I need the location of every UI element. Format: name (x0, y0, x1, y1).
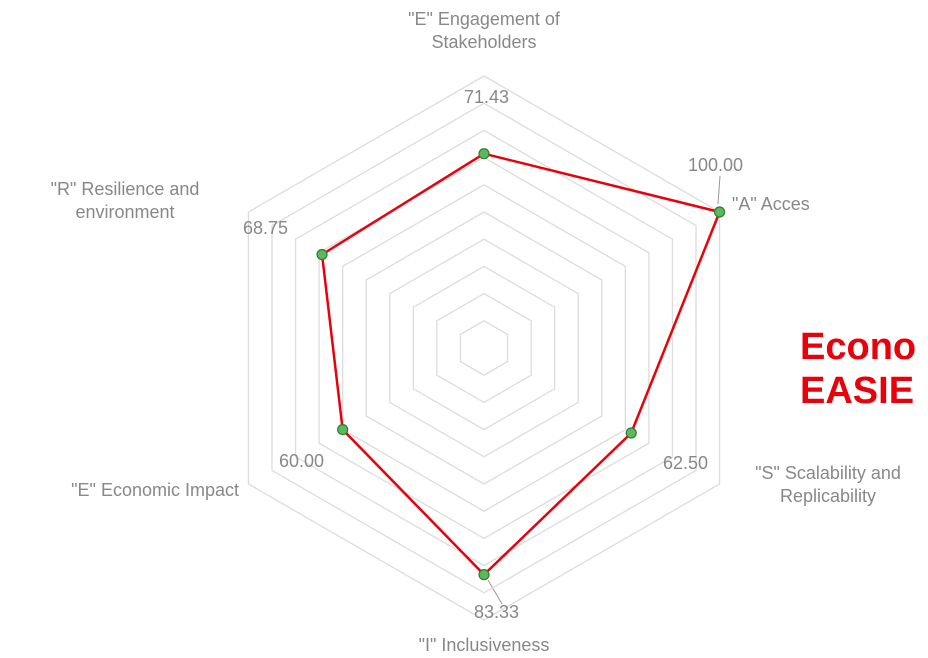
axis-label: "R" Resilience and environment (50, 179, 200, 222)
axis-label: "I" Inclusiveness (418, 635, 550, 655)
axis-label: "S" Scalability and Replicability (755, 463, 901, 506)
data-point (478, 148, 490, 160)
chart-title: Econo (800, 326, 917, 368)
chart-title: EASIE (800, 370, 915, 412)
value-label: 83.33 (474, 602, 520, 622)
data-point (478, 569, 490, 581)
value-label: 100.00 (688, 155, 744, 175)
axis-label: "E" Engagement of Stakeholders (408, 9, 560, 52)
axis-label: "E" Economic Impact (71, 480, 239, 500)
leader-line (717, 175, 721, 205)
data-point (316, 248, 328, 261)
grid-ring (436, 292, 532, 404)
axis-label: "A" Acces (732, 194, 810, 214)
grid-ring (412, 265, 556, 431)
series-line (320, 152, 721, 576)
grid-ring (318, 156, 650, 540)
grid-ring (389, 238, 579, 458)
grid-ring (294, 129, 674, 567)
grid-ring (271, 102, 697, 594)
grid-ring (365, 211, 603, 485)
grid-ring (342, 184, 626, 512)
value-label: 68.75 (243, 218, 289, 238)
data-point (337, 424, 349, 436)
value-label: 71.43 (464, 87, 510, 107)
data-point (713, 206, 726, 218)
leader-line (487, 579, 503, 605)
grid-ring (459, 320, 509, 376)
value-label: 60.00 (279, 451, 325, 471)
value-label: 62.50 (663, 453, 709, 473)
data-point (625, 427, 637, 439)
